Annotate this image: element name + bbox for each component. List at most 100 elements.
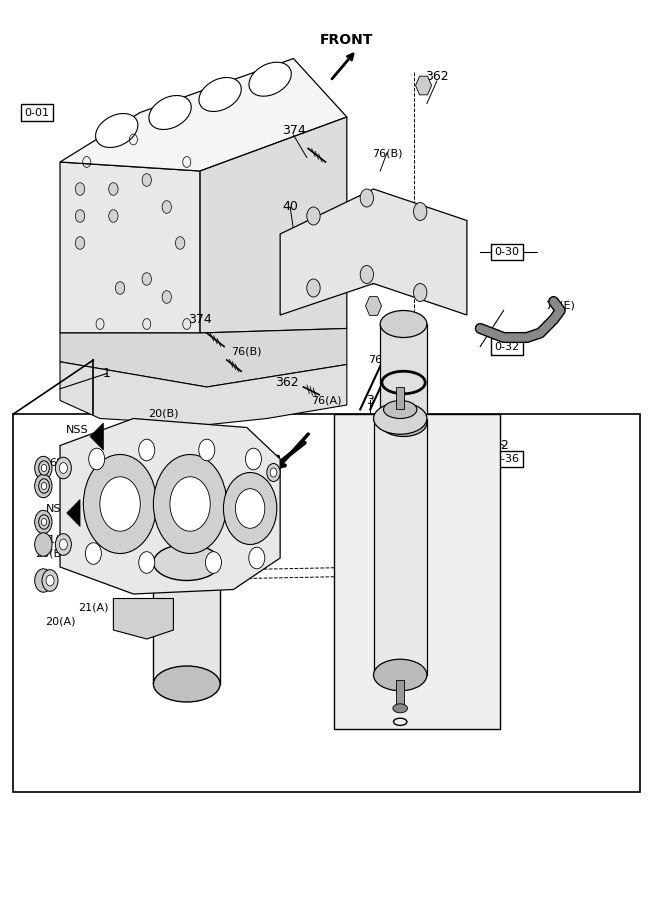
Text: 67: 67	[69, 463, 84, 473]
Ellipse shape	[153, 666, 220, 702]
Circle shape	[42, 570, 58, 591]
Polygon shape	[60, 328, 347, 387]
Text: 11: 11	[430, 485, 444, 496]
Bar	[13, 414, 640, 792]
Circle shape	[55, 534, 71, 555]
Circle shape	[245, 448, 261, 470]
Text: 5: 5	[360, 642, 368, 654]
Polygon shape	[280, 189, 467, 315]
Circle shape	[55, 457, 71, 479]
Polygon shape	[60, 58, 347, 171]
Text: 0-32: 0-32	[494, 341, 520, 352]
Text: 495: 495	[410, 445, 431, 455]
Circle shape	[59, 463, 67, 473]
Circle shape	[39, 515, 49, 529]
Circle shape	[59, 539, 67, 550]
Circle shape	[170, 477, 210, 531]
Text: 76(E): 76(E)	[546, 301, 575, 311]
Text: 20(B): 20(B)	[35, 548, 65, 559]
Polygon shape	[67, 500, 80, 526]
Polygon shape	[113, 598, 173, 639]
Circle shape	[75, 210, 85, 222]
Polygon shape	[60, 418, 280, 594]
Circle shape	[41, 464, 47, 472]
Text: 362: 362	[425, 70, 449, 83]
Circle shape	[199, 439, 215, 461]
Polygon shape	[60, 162, 200, 333]
Text: 21(B): 21(B)	[238, 485, 269, 496]
Text: 0-36: 0-36	[494, 454, 520, 464]
Text: 76(B): 76(B)	[231, 346, 262, 356]
Text: 1: 1	[456, 259, 464, 272]
Text: 1: 1	[103, 367, 111, 380]
Circle shape	[35, 533, 52, 556]
Text: 21(A): 21(A)	[78, 602, 109, 613]
Text: FRONT: FRONT	[320, 33, 374, 48]
Ellipse shape	[380, 310, 427, 338]
Circle shape	[41, 518, 47, 526]
Circle shape	[46, 575, 54, 586]
Text: 20(B): 20(B)	[238, 472, 269, 482]
Text: 3: 3	[366, 394, 374, 407]
Polygon shape	[200, 117, 347, 333]
Circle shape	[162, 291, 171, 303]
Text: 8: 8	[487, 611, 494, 622]
Circle shape	[307, 279, 320, 297]
Text: 362: 362	[275, 376, 299, 389]
Circle shape	[223, 472, 277, 544]
Text: 10: 10	[427, 467, 440, 478]
Ellipse shape	[199, 77, 241, 112]
Circle shape	[85, 543, 101, 564]
Bar	[396, 387, 404, 410]
Text: 76(B): 76(B)	[372, 148, 402, 158]
Circle shape	[175, 237, 185, 249]
Bar	[396, 680, 404, 706]
Circle shape	[39, 461, 49, 475]
Circle shape	[360, 266, 374, 284]
Text: 0-30: 0-30	[494, 247, 520, 257]
Ellipse shape	[374, 403, 427, 435]
Ellipse shape	[393, 704, 408, 713]
Circle shape	[153, 454, 227, 554]
Circle shape	[235, 489, 265, 528]
Circle shape	[41, 482, 47, 490]
Circle shape	[75, 237, 85, 249]
Circle shape	[115, 282, 125, 294]
Circle shape	[270, 468, 277, 477]
Circle shape	[360, 189, 374, 207]
Text: 40: 40	[282, 201, 298, 213]
Text: 76(A): 76(A)	[311, 395, 342, 406]
Text: 76(D): 76(D)	[127, 625, 159, 635]
Text: 9: 9	[493, 552, 501, 564]
Circle shape	[35, 510, 52, 534]
Polygon shape	[416, 76, 432, 94]
Bar	[334, 414, 500, 729]
Polygon shape	[380, 324, 427, 423]
Circle shape	[83, 454, 157, 554]
Text: 0-01: 0-01	[24, 107, 49, 118]
Ellipse shape	[153, 544, 220, 580]
Text: 21(B): 21(B)	[158, 425, 189, 436]
Circle shape	[100, 477, 140, 531]
Text: 76(C): 76(C)	[368, 355, 399, 365]
Circle shape	[249, 547, 265, 569]
Ellipse shape	[380, 410, 427, 436]
Ellipse shape	[95, 113, 138, 148]
Text: 20(A): 20(A)	[45, 616, 75, 626]
Circle shape	[414, 202, 427, 220]
Text: 374: 374	[281, 124, 305, 137]
Circle shape	[307, 207, 320, 225]
Text: 0-52: 0-52	[441, 485, 466, 496]
Circle shape	[414, 284, 427, 302]
Circle shape	[109, 183, 118, 195]
Circle shape	[139, 552, 155, 573]
Circle shape	[39, 479, 49, 493]
Text: 374: 374	[188, 313, 212, 326]
Text: NSS: NSS	[45, 503, 68, 514]
Polygon shape	[90, 423, 103, 450]
Text: 2: 2	[500, 439, 508, 452]
Polygon shape	[153, 562, 220, 684]
Circle shape	[35, 569, 52, 592]
Ellipse shape	[374, 659, 427, 691]
Circle shape	[109, 210, 118, 222]
